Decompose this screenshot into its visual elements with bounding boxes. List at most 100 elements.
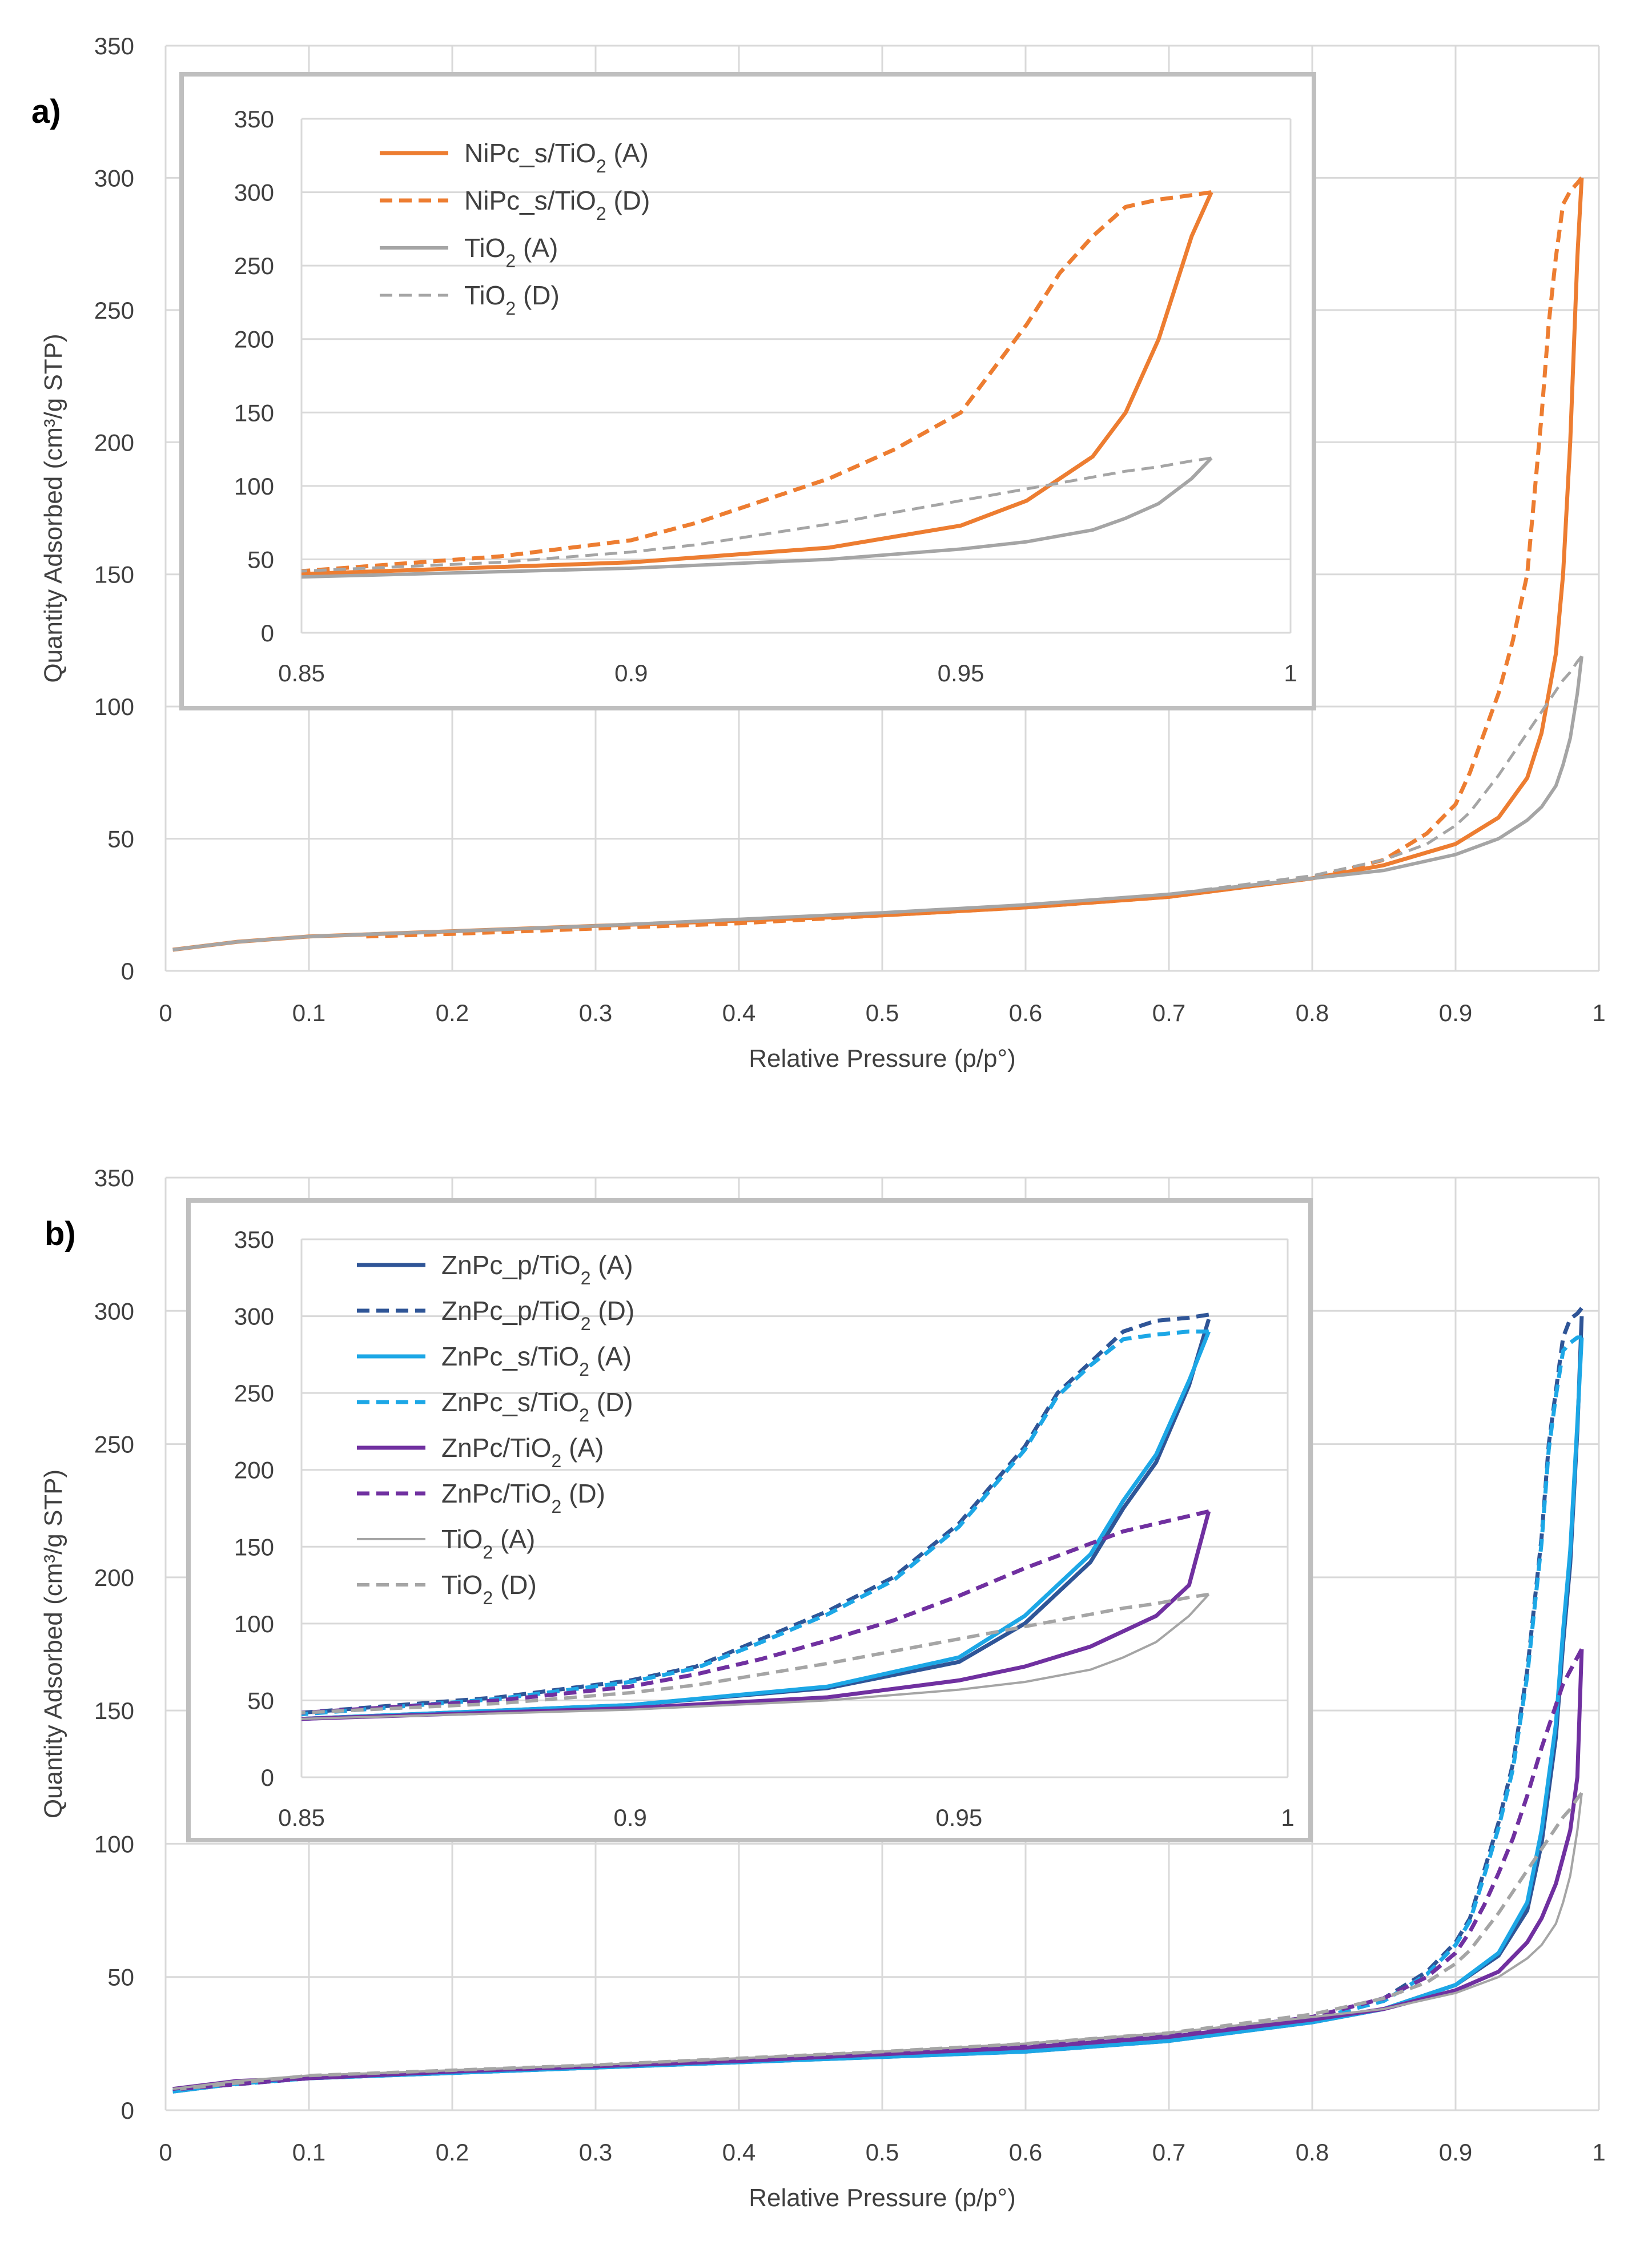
legend-label-suffix: (A) bbox=[561, 1433, 604, 1463]
inset-series-line-3 bbox=[302, 456, 1212, 573]
series-line-1 bbox=[366, 176, 1583, 939]
legend-label-base: TiO bbox=[441, 1524, 483, 1554]
legend-label: NiPc_s/TiO2 (D) bbox=[464, 186, 650, 224]
legend: NiPc_s/TiO2 (A) NiPc_s/TiO2 (D) TiO2 (A) Ti… bbox=[380, 138, 650, 319]
y-axis-title: Quantity Adsorbed (cm³/g STP) bbox=[39, 334, 67, 682]
x-tick-label: 0.6 bbox=[1009, 999, 1042, 1026]
inset-y-tick-label: 50 bbox=[247, 1687, 274, 1714]
inset-x-tick-label: 0.95 bbox=[938, 660, 984, 686]
x-tick-label: 0.8 bbox=[1296, 999, 1329, 1026]
y-tick-label: 50 bbox=[107, 1964, 134, 1991]
inset-series-line-4 bbox=[302, 1511, 1211, 1721]
inset-series bbox=[302, 190, 1213, 579]
inset-y-tick-label: 0 bbox=[261, 620, 274, 646]
y-tick-label: 200 bbox=[94, 1564, 134, 1591]
legend-label-base: ZnPc_p/TiO bbox=[441, 1296, 581, 1326]
x-tick-label: 0.5 bbox=[866, 999, 899, 1026]
legend-item: ZnPc/TiO2 (A) bbox=[357, 1433, 604, 1471]
y-tick-label: 250 bbox=[94, 297, 134, 324]
y-tick-label: 350 bbox=[94, 1164, 134, 1191]
y-tick-label: 200 bbox=[94, 429, 134, 456]
panel-a-main-series bbox=[172, 176, 1584, 952]
legend-label-suffix: (D) bbox=[589, 1387, 633, 1417]
legend-label: TiO2 (A) bbox=[464, 233, 558, 271]
inset-y-tick-label: 100 bbox=[234, 1611, 274, 1637]
legend-item: ZnPc/TiO2 (D) bbox=[357, 1479, 605, 1517]
series-line-3 bbox=[366, 655, 1583, 935]
inset-y-tick-label: 150 bbox=[234, 1533, 274, 1560]
y-axis-title: Quantity Adsorbed (cm³/g STP) bbox=[39, 1469, 67, 1818]
legend-label: NiPc_s/TiO2 (A) bbox=[464, 138, 649, 176]
x-tick-label: 0.2 bbox=[436, 999, 469, 1026]
series-line-2 bbox=[172, 656, 1583, 951]
legend-label-base: ZnPc_s/TiO bbox=[441, 1342, 579, 1371]
panel-b-inset: 0 50 100 150 200 250 300 350 0.85 0.9 0.95 1 ZnPc_p/… bbox=[186, 1198, 1313, 1842]
x-tick-label: 0.4 bbox=[722, 999, 755, 1026]
legend-label-suffix: (D) bbox=[493, 1570, 537, 1600]
legend-label-subscript: 2 bbox=[505, 298, 516, 319]
legend-label-subscript: 2 bbox=[581, 1268, 591, 1288]
legend-item: ZnPc_s/TiO2 (A) bbox=[357, 1342, 632, 1380]
x-tick-label: 0.6 bbox=[1009, 2139, 1042, 2166]
y-tick-label: 100 bbox=[94, 1830, 134, 1857]
legend-label-base: NiPc_s/TiO bbox=[464, 186, 596, 215]
legend-label: ZnPc/TiO2 (D) bbox=[441, 1479, 605, 1517]
y-tick-label: 0 bbox=[121, 958, 134, 985]
x-tick-label: 0.7 bbox=[1152, 2139, 1185, 2166]
inset-series-line-7 bbox=[302, 1592, 1209, 1715]
legend-item: TiO2 (D) bbox=[380, 280, 560, 319]
inset-frame bbox=[186, 1198, 1313, 1842]
y-tick-label: 100 bbox=[94, 693, 134, 720]
inset-x-tick-label: 0.85 bbox=[278, 660, 325, 686]
legend-label-suffix: (A) bbox=[589, 1342, 632, 1371]
x-tick-label: 0 bbox=[159, 2139, 172, 2166]
inset-series-line-2 bbox=[302, 456, 1213, 579]
inset-x-tick-label: 1 bbox=[1281, 1804, 1294, 1831]
inset-series-line-0 bbox=[302, 1318, 1211, 1721]
y-tick-label: 0 bbox=[121, 2097, 134, 2124]
inset-series-line-2 bbox=[302, 1331, 1211, 1721]
inset-y-tick-label: 0 bbox=[261, 1764, 274, 1791]
legend-label: TiO2 (D) bbox=[441, 1570, 537, 1608]
y-tick-label: 250 bbox=[94, 1431, 134, 1458]
legend-label-subscript: 2 bbox=[579, 1359, 589, 1380]
inset-series-line-6 bbox=[302, 1593, 1210, 1720]
x-tick-label: 0.3 bbox=[579, 999, 612, 1026]
legend-label: TiO2 (A) bbox=[441, 1524, 535, 1563]
legend-label: ZnPc_s/TiO2 (D) bbox=[441, 1387, 633, 1425]
x-tick-label: 0 bbox=[159, 999, 172, 1026]
inset-x-tick-label: 1 bbox=[1284, 660, 1297, 686]
legend-label: TiO2 (D) bbox=[464, 280, 560, 319]
inset-x-tick-label: 0.85 bbox=[278, 1804, 325, 1831]
legend-label-base: ZnPc_p/TiO bbox=[441, 1250, 581, 1280]
x-tick-label: 0.4 bbox=[722, 2139, 755, 2166]
panel-b-main-series bbox=[172, 1307, 1584, 2094]
y-tick-label: 150 bbox=[94, 561, 134, 588]
panel-label: b) bbox=[45, 1215, 76, 1252]
legend-label-subscript: 2 bbox=[483, 1588, 493, 1608]
legend-item: TiO2 (A) bbox=[357, 1524, 535, 1563]
legend-item: ZnPc_p/TiO2 (A) bbox=[357, 1250, 633, 1288]
legend-item: NiPc_s/TiO2 (D) bbox=[380, 186, 650, 224]
legend-label-subscript: 2 bbox=[581, 1314, 591, 1334]
y-tick-label: 300 bbox=[94, 1298, 134, 1324]
legend-item: ZnPc_s/TiO2 (D) bbox=[357, 1387, 633, 1425]
legend-label-subscript: 2 bbox=[483, 1542, 493, 1563]
inset-y-tick-label: 150 bbox=[234, 399, 274, 426]
x-tick-label: 1 bbox=[1592, 2139, 1605, 2166]
inset-x-tick-label: 0.95 bbox=[935, 1804, 982, 1831]
legend-item: TiO2 (A) bbox=[380, 233, 558, 271]
legend-label-subscript: 2 bbox=[596, 203, 606, 224]
x-axis-title: Relative Pressure (p/p°) bbox=[749, 2184, 1016, 2212]
y-tick-label: 350 bbox=[94, 33, 134, 59]
legend-label-subscript: 2 bbox=[579, 1405, 589, 1425]
inset-y-tick-label: 250 bbox=[234, 252, 274, 279]
inset-y-tick-label: 50 bbox=[247, 546, 274, 573]
x-tick-label: 0.5 bbox=[866, 2139, 899, 2166]
y-tick-label: 300 bbox=[94, 164, 134, 191]
legend: ZnPc_p/TiO2 (A)ZnPc_p/TiO2 (D)ZnPc_s/TiO… bbox=[357, 1250, 634, 1608]
inset-series-line-3 bbox=[302, 1330, 1209, 1717]
